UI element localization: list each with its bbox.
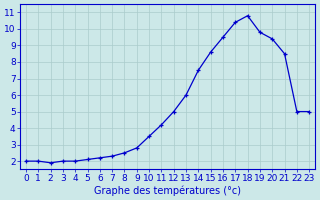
X-axis label: Graphe des températures (°c): Graphe des températures (°c) — [94, 185, 241, 196]
